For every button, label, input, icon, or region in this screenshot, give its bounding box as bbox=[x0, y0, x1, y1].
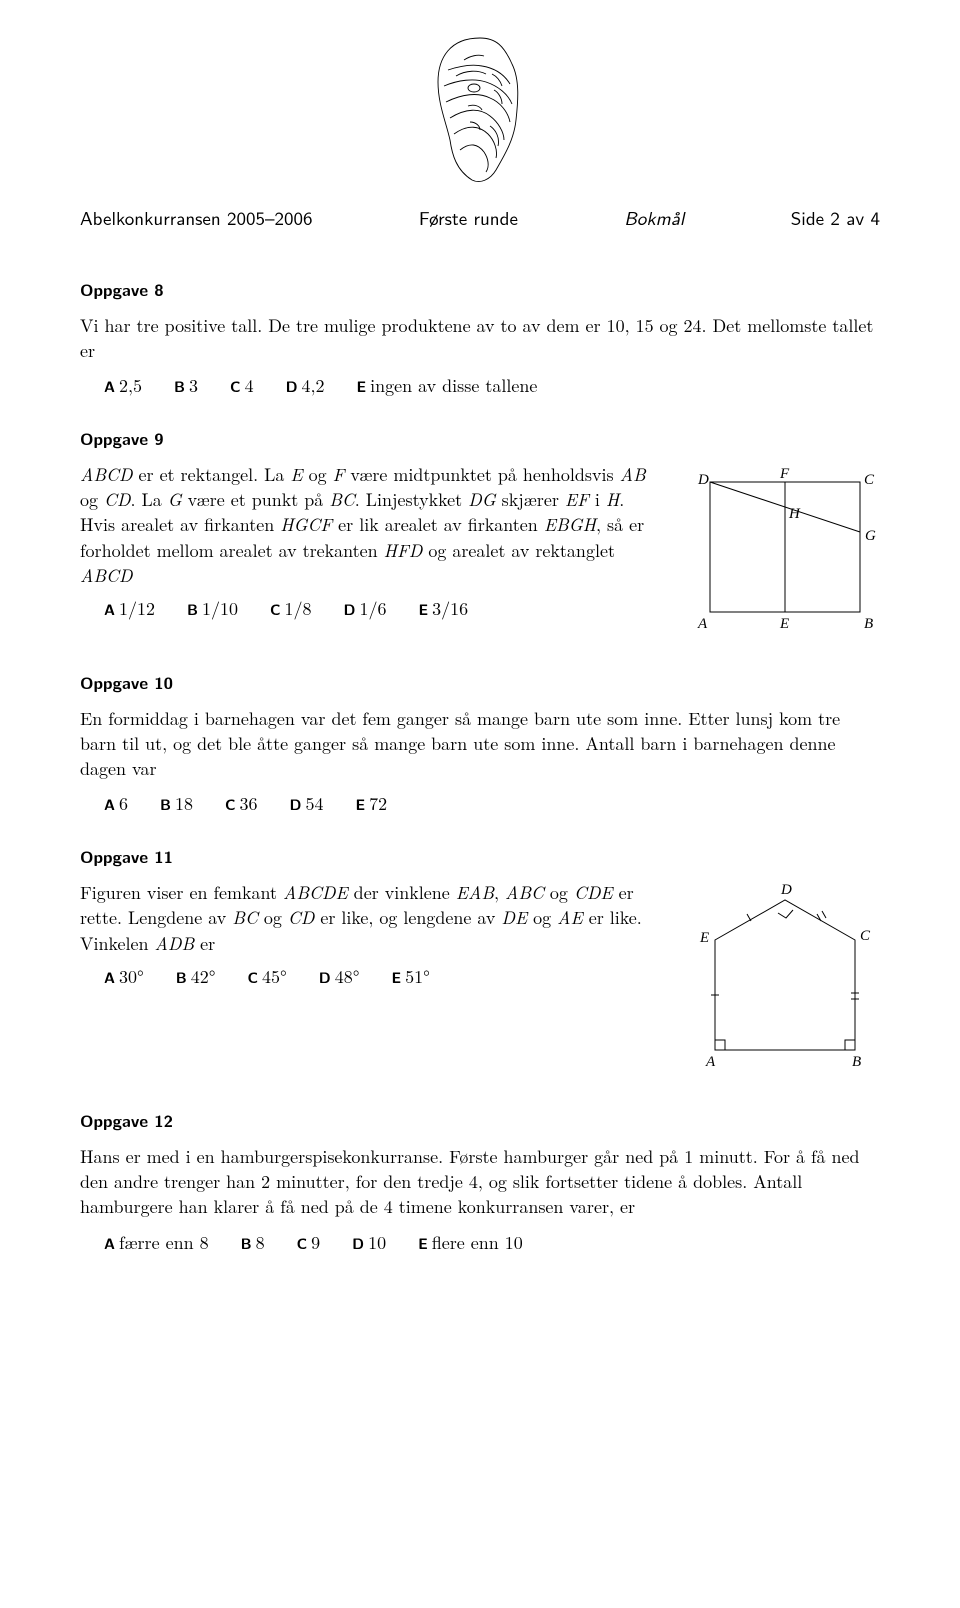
p11-opt-a: A30° bbox=[104, 964, 144, 989]
fig11-E: E bbox=[699, 930, 709, 946]
lang-label: Bokmål bbox=[624, 204, 684, 231]
problem-11-options: A30° B42° C45° D48° E51° bbox=[104, 964, 670, 989]
header-logo bbox=[80, 30, 880, 196]
fig9-E: E bbox=[779, 616, 789, 632]
problem-11-figure: D C E A B bbox=[690, 880, 880, 1080]
p9-opt-b: B1/10 bbox=[187, 596, 238, 621]
fig9-H: H bbox=[788, 506, 801, 522]
p12-opt-d: D10 bbox=[352, 1230, 386, 1255]
problem-9-options: A1/12 B1/10 C1/8 D1/6 E3/16 bbox=[104, 596, 660, 621]
problem-12-title: Oppgave 12 bbox=[80, 1110, 880, 1134]
problem-12-text: Hans er med i en hamburgerspisekonkurran… bbox=[80, 1144, 880, 1220]
fig11-C: C bbox=[860, 928, 871, 944]
p12-opt-a: Afærre enn 8 bbox=[104, 1230, 209, 1255]
p12-opt-c: C9 bbox=[297, 1230, 321, 1255]
problem-9-row: ABCD er et rektangel. La E og F være mid… bbox=[80, 462, 880, 642]
problem-8-options: A2,5 B3 C4 D4,2 Eingen av disse tallene bbox=[104, 373, 880, 398]
p8-opt-e: Eingen av disse tallene bbox=[357, 373, 538, 398]
problem-11-row: Figuren viser en femkant ABCDE der vinkl… bbox=[80, 880, 880, 1080]
p10-opt-b: B18 bbox=[160, 791, 193, 816]
problem-9-title: Oppgave 9 bbox=[80, 428, 880, 452]
p10-opt-c: C36 bbox=[225, 791, 258, 816]
fig11-D: D bbox=[780, 882, 792, 898]
figure-9-svg: D F C H G A E B bbox=[680, 462, 880, 642]
fig9-G: G bbox=[865, 528, 876, 544]
problem-10-text: En formiddag i barnehagen var det fem ga… bbox=[80, 706, 880, 782]
fig9-F: F bbox=[779, 466, 790, 482]
fig11-A: A bbox=[705, 1054, 716, 1070]
fig9-B: B bbox=[864, 616, 873, 632]
problem-11-text: Figuren viser en femkant ABCDE der vinkl… bbox=[80, 880, 670, 956]
p11-opt-b: B42° bbox=[176, 964, 216, 989]
p8-opt-c: C4 bbox=[230, 373, 254, 398]
p11-opt-d: D48° bbox=[319, 964, 360, 989]
page-label: Side 2 av 4 bbox=[791, 204, 880, 231]
abel-logo-svg bbox=[420, 30, 540, 190]
problem-9-text: ABCD er et rektangel. La E og F være mid… bbox=[80, 462, 660, 588]
problem-10-options: A6 B18 C36 D54 E72 bbox=[104, 791, 880, 816]
problem-12-body: Hans er med i en hamburgerspisekonkurran… bbox=[80, 1144, 880, 1220]
p8-opt-a: A2,5 bbox=[104, 373, 142, 398]
p10-opt-e: E72 bbox=[355, 791, 387, 816]
fig9-A: A bbox=[697, 616, 708, 632]
p8-opt-b: B3 bbox=[174, 373, 198, 398]
p10-opt-a: A6 bbox=[104, 791, 128, 816]
p11-opt-c: C45° bbox=[248, 964, 287, 989]
p10-opt-d: D54 bbox=[290, 791, 324, 816]
p12-opt-b: B8 bbox=[241, 1230, 265, 1255]
problem-9-figure: D F C H G A E B bbox=[680, 462, 880, 642]
p9-opt-c: C1/8 bbox=[270, 596, 312, 621]
problem-11-title: Oppgave 11 bbox=[80, 846, 880, 870]
fig9-C: C bbox=[864, 472, 875, 488]
problem-10-title: Oppgave 10 bbox=[80, 672, 880, 696]
round-label: Første runde bbox=[419, 204, 518, 231]
p9-opt-d: D1/6 bbox=[344, 596, 387, 621]
problem-12-options: Afærre enn 8 B8 C9 D10 Eflere enn 10 bbox=[104, 1230, 880, 1255]
problem-9-body: ABCD er et rektangel. La E og F være mid… bbox=[80, 462, 660, 627]
competition-title: Abelkonkurransen 2005–2006 bbox=[80, 204, 313, 231]
fig9-D: D bbox=[697, 472, 709, 488]
page-header: Abelkonkurransen 2005–2006 Første runde … bbox=[80, 204, 880, 231]
problem-8-text: Vi har tre positive tall. De tre mulige … bbox=[80, 313, 880, 363]
p9-opt-e: E3/16 bbox=[418, 596, 468, 621]
p8-opt-d: D4,2 bbox=[286, 373, 325, 398]
problem-10-body: En formiddag i barnehagen var det fem ga… bbox=[80, 706, 880, 782]
problem-11-body: Figuren viser en femkant ABCDE der vinkl… bbox=[80, 880, 670, 995]
p9-opt-a: A1/12 bbox=[104, 596, 155, 621]
p12-opt-e: Eflere enn 10 bbox=[418, 1230, 523, 1255]
problem-8-body: Vi har tre positive tall. De tre mulige … bbox=[80, 313, 880, 363]
p11-opt-e: E51° bbox=[391, 964, 429, 989]
figure-11-svg: D C E A B bbox=[690, 880, 880, 1080]
fig11-B: B bbox=[852, 1054, 861, 1070]
problem-8-title: Oppgave 8 bbox=[80, 279, 880, 303]
